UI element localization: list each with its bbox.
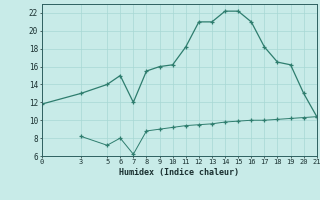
X-axis label: Humidex (Indice chaleur): Humidex (Indice chaleur): [119, 168, 239, 177]
